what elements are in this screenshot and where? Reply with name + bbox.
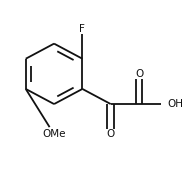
Text: F: F	[79, 24, 85, 34]
Text: OH: OH	[167, 99, 183, 109]
Text: O: O	[135, 69, 143, 79]
Text: O: O	[107, 129, 115, 139]
Text: OMe: OMe	[42, 129, 66, 139]
